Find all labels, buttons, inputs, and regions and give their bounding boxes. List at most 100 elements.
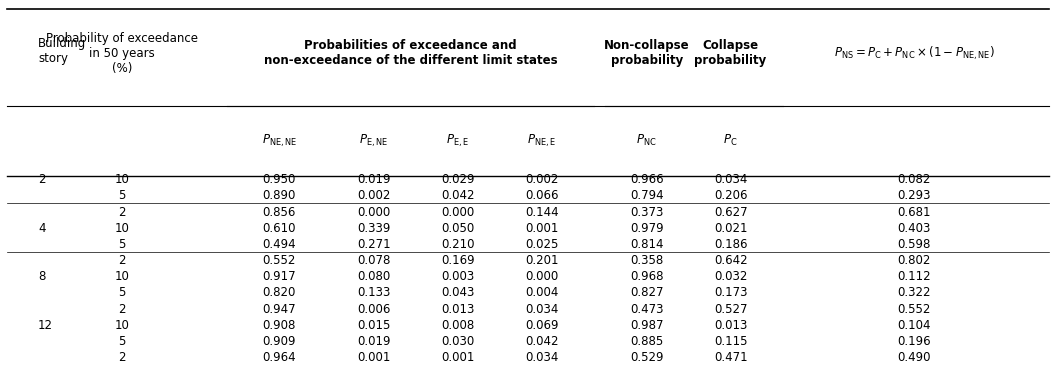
Text: 0.490: 0.490: [897, 351, 931, 364]
Text: 0.552: 0.552: [897, 303, 931, 315]
Text: 0.115: 0.115: [714, 335, 747, 348]
Text: 0.186: 0.186: [714, 238, 747, 251]
Text: $P_{\mathrm{E,E}}$: $P_{\mathrm{E,E}}$: [446, 132, 469, 149]
Text: 5: 5: [119, 287, 126, 299]
Text: 0.908: 0.908: [263, 318, 296, 332]
Text: 0.552: 0.552: [263, 254, 296, 267]
Text: 0.964: 0.964: [263, 351, 297, 364]
Text: 0.001: 0.001: [358, 351, 390, 364]
Text: 5: 5: [119, 190, 126, 202]
Text: 10: 10: [115, 270, 129, 283]
Text: 0.025: 0.025: [525, 238, 559, 251]
Text: 0.004: 0.004: [525, 287, 559, 299]
Text: 0.968: 0.968: [630, 270, 664, 283]
Text: Non-collapse
probability: Non-collapse probability: [604, 39, 689, 67]
Text: 0.271: 0.271: [357, 238, 390, 251]
Text: 0.144: 0.144: [525, 206, 559, 218]
Text: 0.069: 0.069: [525, 318, 559, 332]
Text: 0.013: 0.013: [441, 303, 474, 315]
Text: 0.002: 0.002: [358, 190, 390, 202]
Text: 0.529: 0.529: [630, 351, 664, 364]
Text: 0.042: 0.042: [441, 190, 474, 202]
Text: $P_{\mathrm{NE,NE}}$: $P_{\mathrm{NE,NE}}$: [262, 132, 297, 149]
Text: 0.000: 0.000: [358, 206, 390, 218]
Text: 0.019: 0.019: [357, 173, 390, 186]
Text: 0.322: 0.322: [897, 287, 931, 299]
Text: Building
story: Building story: [38, 37, 86, 65]
Text: 0.082: 0.082: [897, 173, 931, 186]
Text: 0.080: 0.080: [358, 270, 390, 283]
Text: 5: 5: [119, 335, 126, 348]
Text: $P_{\mathrm{C}}$: $P_{\mathrm{C}}$: [724, 133, 737, 148]
Text: 0.987: 0.987: [630, 318, 664, 332]
Text: 0.917: 0.917: [263, 270, 297, 283]
Text: 0.021: 0.021: [714, 222, 747, 235]
Text: 0.339: 0.339: [358, 222, 390, 235]
Text: 0.293: 0.293: [897, 190, 931, 202]
Text: 0.358: 0.358: [630, 254, 663, 267]
Text: 0.885: 0.885: [630, 335, 663, 348]
Text: 0.206: 0.206: [714, 190, 747, 202]
Text: 5: 5: [119, 238, 126, 251]
Text: 0.642: 0.642: [714, 254, 747, 267]
Text: 0.104: 0.104: [897, 318, 931, 332]
Text: 0.003: 0.003: [441, 270, 474, 283]
Text: $P_{\mathrm{NC}}$: $P_{\mathrm{NC}}$: [636, 133, 656, 148]
Text: 0.802: 0.802: [897, 254, 931, 267]
Text: 0.042: 0.042: [525, 335, 559, 348]
Text: 0.032: 0.032: [714, 270, 747, 283]
Text: 10: 10: [115, 173, 129, 186]
Text: 8: 8: [38, 270, 45, 283]
Text: 0.947: 0.947: [263, 303, 297, 315]
Text: 0.827: 0.827: [630, 287, 664, 299]
Text: $P_{\mathrm{NS}} = P_{\mathrm{C}} + P_{\mathrm{NC}} \times (1 - P_{\mathrm{NE,NE: $P_{\mathrm{NS}} = P_{\mathrm{C}} + P_{\…: [833, 45, 995, 62]
Text: 0.473: 0.473: [630, 303, 664, 315]
Text: 2: 2: [118, 303, 126, 315]
Text: 0.001: 0.001: [525, 222, 559, 235]
Text: 0.169: 0.169: [441, 254, 474, 267]
Text: 12: 12: [38, 318, 53, 332]
Text: 0.820: 0.820: [263, 287, 296, 299]
Text: 0.001: 0.001: [441, 351, 474, 364]
Text: 0.598: 0.598: [897, 238, 931, 251]
Text: 2: 2: [38, 173, 45, 186]
Text: 0.015: 0.015: [358, 318, 390, 332]
Text: 0.112: 0.112: [897, 270, 931, 283]
Text: Collapse
probability: Collapse probability: [694, 39, 767, 67]
Text: 0.000: 0.000: [441, 206, 474, 218]
Text: 0.002: 0.002: [525, 173, 559, 186]
Text: 0.979: 0.979: [630, 222, 664, 235]
Text: Probability of exceedance
in 50 years
(%): Probability of exceedance in 50 years (%…: [46, 32, 198, 75]
Text: 0.000: 0.000: [525, 270, 559, 283]
Text: 0.966: 0.966: [630, 173, 664, 186]
Text: 0.950: 0.950: [263, 173, 296, 186]
Text: 0.610: 0.610: [263, 222, 297, 235]
Text: $P_{\mathrm{NE,E}}$: $P_{\mathrm{NE,E}}$: [527, 132, 557, 149]
Text: 0.494: 0.494: [263, 238, 297, 251]
Text: 4: 4: [38, 222, 45, 235]
Text: 0.210: 0.210: [441, 238, 474, 251]
Text: 0.403: 0.403: [897, 222, 931, 235]
Text: 0.373: 0.373: [630, 206, 664, 218]
Text: 0.133: 0.133: [358, 287, 390, 299]
Text: 0.890: 0.890: [263, 190, 296, 202]
Text: 2: 2: [118, 254, 126, 267]
Text: Probabilities of exceedance and
non-exceedance of the different limit states: Probabilities of exceedance and non-exce…: [264, 39, 558, 67]
Text: 0.034: 0.034: [525, 351, 559, 364]
Text: 0.814: 0.814: [630, 238, 664, 251]
Text: 10: 10: [115, 222, 129, 235]
Text: 0.029: 0.029: [441, 173, 474, 186]
Text: 0.471: 0.471: [714, 351, 747, 364]
Text: 0.034: 0.034: [525, 303, 559, 315]
Text: 0.078: 0.078: [358, 254, 390, 267]
Text: 0.196: 0.196: [897, 335, 931, 348]
Text: 0.013: 0.013: [714, 318, 747, 332]
Text: 0.066: 0.066: [525, 190, 559, 202]
Text: 0.019: 0.019: [357, 335, 390, 348]
Text: 0.173: 0.173: [714, 287, 747, 299]
Text: 0.050: 0.050: [441, 222, 474, 235]
Text: 0.627: 0.627: [714, 206, 747, 218]
Text: 10: 10: [115, 318, 129, 332]
Text: 0.856: 0.856: [263, 206, 296, 218]
Text: 0.527: 0.527: [714, 303, 747, 315]
